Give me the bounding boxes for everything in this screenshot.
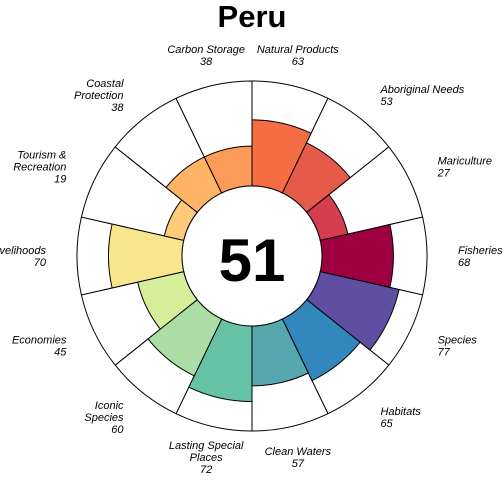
petals (108, 119, 400, 403)
category-labels: Natural Products 63 Aboriginal Needs 53 Mari… (0, 44, 503, 476)
label-tourism-recreation: Tourism & Recreation 19 (13, 150, 66, 186)
label-clean-waters: Clean Waters 57 (265, 446, 332, 470)
label-fisheries: Fisheries 68 (458, 245, 503, 269)
label-aboriginal-needs: Aboriginal Needs 53 (379, 84, 464, 108)
label-economies: Economies 45 (12, 334, 67, 358)
label-habitats: Habitats 65 (380, 406, 421, 430)
label-coastal-protection: Coastal Protection 38 (74, 78, 124, 114)
center-hole (181, 185, 323, 327)
label-iconic-species: Iconic Species 60 (84, 400, 124, 436)
label-livelihoods: Livelihoods70 (0, 245, 47, 269)
label-mariculture: Mariculture 27 (437, 156, 492, 180)
overall-score: 51 (219, 227, 286, 294)
label-species: Species 77 (438, 334, 478, 358)
label-natural-products: Natural Products 63 (257, 44, 339, 68)
label-lasting-special-places: Lasting Special Places 72 (169, 440, 244, 476)
label-carbon-storage: Carbon Storage 38 (167, 44, 245, 68)
chart-title: Peru (218, 0, 287, 34)
